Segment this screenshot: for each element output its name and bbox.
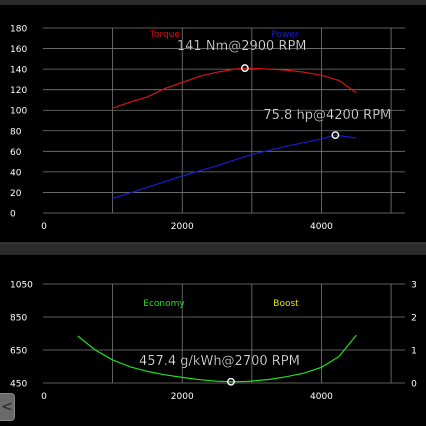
legend-power: Power [271, 30, 299, 40]
economy-panel [0, 255, 426, 426]
y-tick-label: 60 [10, 148, 22, 158]
y-tick-label: 650 [10, 347, 27, 357]
peak-annotation: 75.8 hp@4200 RPM [263, 108, 391, 123]
y-tick-label: 160 [10, 45, 27, 55]
y2-tick-label: 3 [411, 281, 417, 291]
y-tick-label: 180 [10, 25, 27, 35]
peak-marker [227, 377, 235, 386]
power-torque-panel [0, 5, 426, 242]
back-button[interactable]: < [0, 393, 15, 421]
x-tick-label: 0 [41, 222, 47, 232]
y-tick-label: 40 [10, 168, 22, 178]
y-tick-label: 20 [10, 189, 22, 199]
legend-economy: Economy [143, 299, 185, 309]
x-tick-label: 4000 [310, 392, 333, 402]
y-tick-label: 1050 [10, 281, 33, 291]
legend-boost: Boost [273, 299, 299, 309]
x-tick-label: 4000 [310, 222, 333, 232]
series-line-economy [77, 334, 357, 383]
panel-separator [0, 243, 426, 244]
y-tick-label: 80 [10, 127, 22, 137]
y-tick-label: 100 [10, 107, 27, 117]
y-tick-label: 120 [10, 86, 27, 96]
peak-annotation: 141 Nm@2900 RPM [177, 39, 307, 54]
peak-annotation: 457.4 g/kWh@2700 RPM [139, 354, 300, 369]
x-tick-label: 2000 [171, 392, 194, 402]
y2-tick-label: 0 [411, 380, 417, 390]
power-torque-chart: 0 20 40 60 80 100 120 140 160 180 0 2000 4000 Torque P… [10, 25, 405, 232]
back-arrow-icon: < [1, 399, 13, 415]
economy-chart: 450 650 850 1050 0 2000 4000 0 1 2 3 Economy Boost 45… [10, 281, 417, 403]
y-tick-label: 140 [10, 66, 27, 76]
legend-torque: Torque [149, 30, 180, 40]
series-line-power [112, 134, 357, 200]
series-line-torque [112, 67, 357, 109]
y-tick-label: 450 [10, 380, 27, 390]
x-tick-label: 2000 [171, 222, 194, 232]
y2-tick-label: 1 [411, 347, 417, 357]
peak-marker [240, 64, 249, 72]
x-tick-label: 0 [41, 392, 47, 402]
y-tick-label: 850 [10, 314, 27, 324]
y2-tick-label: 2 [411, 314, 417, 324]
y-tick-label: 0 [10, 210, 16, 220]
peak-marker [331, 131, 340, 139]
